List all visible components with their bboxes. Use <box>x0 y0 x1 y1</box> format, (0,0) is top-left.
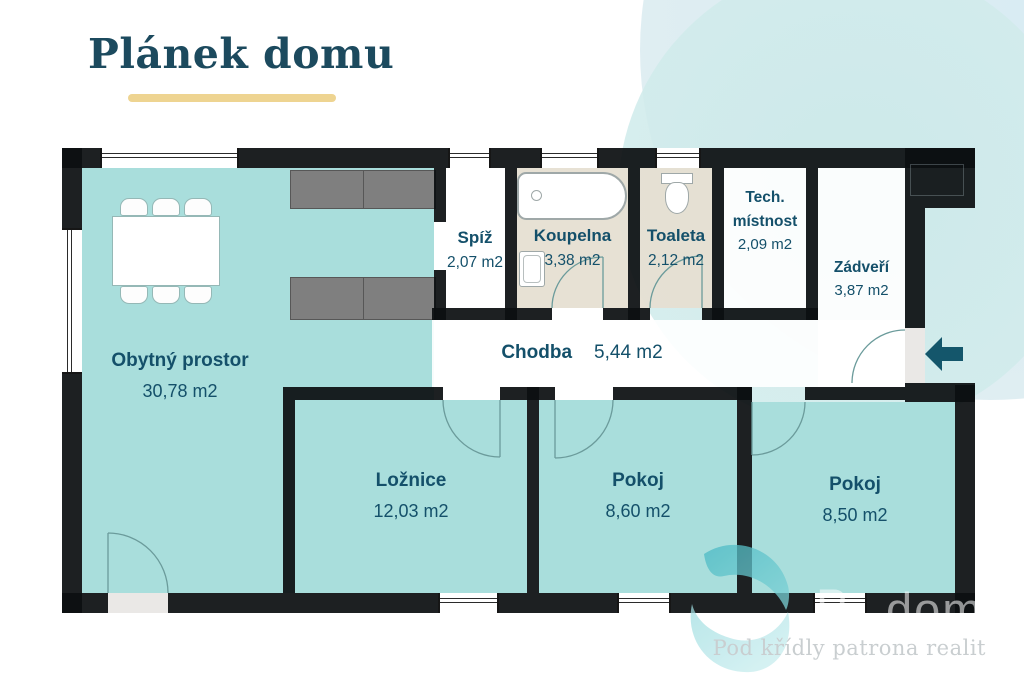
kitchen-counter-top <box>290 170 436 209</box>
room-name: Tech. místnost <box>732 189 798 231</box>
chair <box>184 198 212 216</box>
chair <box>184 286 212 304</box>
room-area: 5,44 m2 <box>594 342 663 363</box>
chair <box>152 286 180 304</box>
label-chodba: Chodba 5,44 m2 <box>442 342 722 364</box>
room-name: Toaleta <box>646 226 706 245</box>
wall <box>62 593 975 613</box>
logo-swirl-icon <box>682 542 794 685</box>
room-name: Obytný prostor <box>111 350 249 371</box>
window <box>448 148 491 168</box>
room-area: 3,87 m2 <box>834 282 889 300</box>
bathroom-sink <box>519 251 545 287</box>
spiz-door-gap <box>434 222 446 270</box>
room-name: Ložnice <box>375 470 447 491</box>
room-area: 12,03 m2 <box>373 501 449 521</box>
window <box>617 593 671 613</box>
watermark-text: dom <box>886 583 984 636</box>
wall <box>527 387 539 593</box>
label-pokoj-2: Pokoj 8,50 m2 <box>775 474 935 526</box>
label-obytny-prostor: Obytný prostor 30,78 m2 <box>80 350 280 402</box>
floor-plan: Obytný prostor 30,78 m2 Spíž 2,07 m2 Kou… <box>62 148 975 613</box>
patio-door-gap <box>108 593 168 613</box>
room-spiz-floor <box>446 168 505 308</box>
room-name: Pokoj <box>612 470 664 491</box>
room-area: 2,12 m2 <box>647 252 704 269</box>
chair <box>120 198 148 216</box>
window <box>813 593 867 613</box>
label-koupelna: Koupelna 3,38 m2 <box>515 226 630 270</box>
room-area: 8,60 m2 <box>605 501 671 521</box>
wall <box>737 387 752 593</box>
label-spiz: Spíž 2,07 m2 <box>436 228 514 272</box>
room-name: Koupelna <box>533 226 612 245</box>
room-name: Zádveří <box>833 259 890 276</box>
room-pokoj1-floor <box>539 400 737 593</box>
room-pokoj2-floor <box>752 402 955 593</box>
wall <box>283 387 443 400</box>
label-toaleta: Toaleta 2,12 m2 <box>632 226 720 270</box>
room-area: 3,38 m2 <box>544 252 601 269</box>
room-name: Spíž <box>457 228 493 247</box>
watermark-letter: P <box>816 579 850 632</box>
wall <box>434 168 446 222</box>
window <box>438 593 499 613</box>
wall <box>505 168 517 320</box>
wall <box>283 400 295 593</box>
kitchen-counter-bottom <box>290 277 436 320</box>
room-name: Chodba <box>501 342 573 363</box>
window <box>100 148 239 168</box>
dining-table <box>112 216 220 286</box>
room-area: 8,50 m2 <box>822 505 888 525</box>
room-name: Pokoj <box>829 474 881 495</box>
chair <box>152 198 180 216</box>
label-pokoj-1: Pokoj 8,60 m2 <box>558 470 718 522</box>
chair <box>120 286 148 304</box>
window <box>540 148 599 168</box>
wall <box>955 385 975 613</box>
room-area: 2,09 m2 <box>737 236 793 254</box>
wall <box>432 308 552 320</box>
room-area: 30,78 m2 <box>142 381 218 401</box>
room-loznice-floor <box>295 400 527 593</box>
brand-tagline: Pod křídly patrona realit <box>712 636 986 660</box>
title-underline <box>128 94 336 102</box>
label-zadveri: Zádveří 3,87 m2 <box>814 256 909 299</box>
wall <box>434 270 446 320</box>
label-tech-mistnost: Tech. místnost 2,09 m2 <box>721 186 809 253</box>
room-area: 2,07 m2 <box>446 254 503 271</box>
label-loznice: Ložnice 12,03 m2 <box>331 470 491 522</box>
window <box>62 228 82 374</box>
page-title: Plánek domu <box>88 30 395 78</box>
entrance-arrow-icon <box>925 337 963 376</box>
